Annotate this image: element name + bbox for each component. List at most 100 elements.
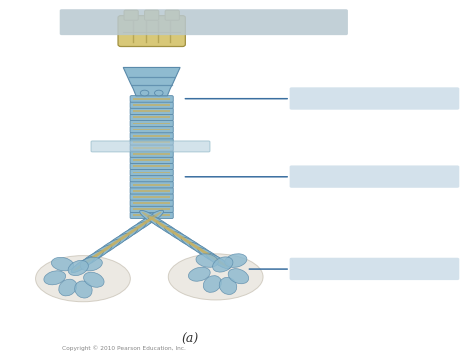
FancyBboxPatch shape (145, 10, 159, 20)
FancyBboxPatch shape (130, 206, 173, 212)
FancyBboxPatch shape (130, 163, 173, 170)
Bar (134, 159, 170, 161)
Ellipse shape (36, 256, 130, 302)
Ellipse shape (175, 233, 195, 246)
Ellipse shape (91, 246, 110, 260)
Bar (134, 165, 170, 167)
Ellipse shape (156, 221, 180, 237)
FancyBboxPatch shape (91, 141, 210, 152)
Ellipse shape (116, 229, 136, 242)
FancyBboxPatch shape (130, 126, 173, 133)
Ellipse shape (203, 276, 221, 292)
FancyBboxPatch shape (130, 151, 173, 157)
Ellipse shape (108, 235, 127, 248)
Ellipse shape (183, 239, 203, 251)
Ellipse shape (228, 269, 249, 284)
Bar (134, 129, 170, 130)
Bar (134, 153, 170, 155)
Ellipse shape (200, 249, 220, 262)
FancyBboxPatch shape (130, 120, 173, 127)
Ellipse shape (206, 253, 230, 269)
Ellipse shape (73, 258, 93, 271)
Bar (134, 214, 170, 216)
FancyBboxPatch shape (165, 10, 179, 20)
Ellipse shape (114, 228, 138, 244)
Ellipse shape (158, 223, 178, 235)
Ellipse shape (80, 251, 103, 267)
Ellipse shape (125, 223, 144, 236)
Ellipse shape (148, 216, 172, 231)
Ellipse shape (75, 281, 92, 298)
Ellipse shape (88, 245, 112, 261)
Ellipse shape (99, 241, 118, 254)
Ellipse shape (140, 211, 164, 226)
Ellipse shape (140, 210, 164, 226)
Ellipse shape (225, 254, 247, 267)
FancyBboxPatch shape (130, 175, 173, 182)
Bar (134, 122, 170, 124)
FancyBboxPatch shape (290, 258, 459, 280)
FancyBboxPatch shape (130, 212, 173, 219)
FancyBboxPatch shape (130, 157, 173, 163)
FancyBboxPatch shape (60, 9, 348, 35)
Ellipse shape (142, 212, 162, 225)
Ellipse shape (133, 218, 153, 231)
Ellipse shape (131, 216, 155, 232)
Ellipse shape (173, 232, 197, 247)
Ellipse shape (208, 255, 228, 267)
Bar (134, 190, 170, 192)
Bar (134, 196, 170, 198)
Ellipse shape (198, 248, 222, 263)
Ellipse shape (213, 257, 233, 272)
Ellipse shape (51, 257, 74, 271)
Ellipse shape (219, 278, 237, 294)
FancyBboxPatch shape (130, 114, 173, 121)
FancyBboxPatch shape (118, 16, 185, 47)
Ellipse shape (71, 256, 95, 273)
Ellipse shape (97, 239, 120, 255)
FancyBboxPatch shape (124, 10, 138, 20)
Ellipse shape (189, 267, 210, 281)
Ellipse shape (83, 272, 104, 287)
Ellipse shape (59, 279, 77, 296)
Ellipse shape (190, 242, 213, 258)
Polygon shape (123, 67, 180, 96)
Ellipse shape (68, 261, 88, 275)
FancyBboxPatch shape (130, 102, 173, 108)
Ellipse shape (44, 271, 65, 285)
FancyBboxPatch shape (130, 169, 173, 176)
FancyBboxPatch shape (130, 181, 173, 188)
Bar (134, 141, 170, 143)
Text: (a): (a) (181, 333, 198, 345)
Bar (134, 208, 170, 210)
Ellipse shape (80, 257, 102, 271)
Bar (134, 147, 170, 149)
Ellipse shape (150, 217, 170, 230)
Ellipse shape (181, 237, 205, 253)
Ellipse shape (82, 252, 101, 265)
Bar (134, 110, 170, 112)
Bar (134, 178, 170, 179)
FancyBboxPatch shape (130, 95, 173, 102)
FancyBboxPatch shape (130, 200, 173, 206)
Ellipse shape (123, 222, 146, 238)
Bar (134, 171, 170, 173)
Bar (134, 184, 170, 186)
Bar (134, 135, 170, 137)
FancyBboxPatch shape (290, 165, 459, 188)
FancyBboxPatch shape (130, 144, 173, 151)
Ellipse shape (166, 228, 187, 241)
Ellipse shape (196, 254, 219, 267)
Ellipse shape (155, 90, 163, 96)
FancyBboxPatch shape (130, 138, 173, 145)
FancyBboxPatch shape (130, 187, 173, 194)
Bar (132, 96, 172, 218)
Ellipse shape (164, 226, 189, 242)
Text: Copyright © 2010 Pearson Education, Inc.: Copyright © 2010 Pearson Education, Inc. (62, 346, 185, 351)
Ellipse shape (106, 233, 129, 250)
FancyBboxPatch shape (290, 87, 459, 110)
FancyBboxPatch shape (130, 108, 173, 114)
Bar (134, 104, 170, 106)
FancyBboxPatch shape (130, 132, 173, 139)
Bar (134, 98, 170, 100)
